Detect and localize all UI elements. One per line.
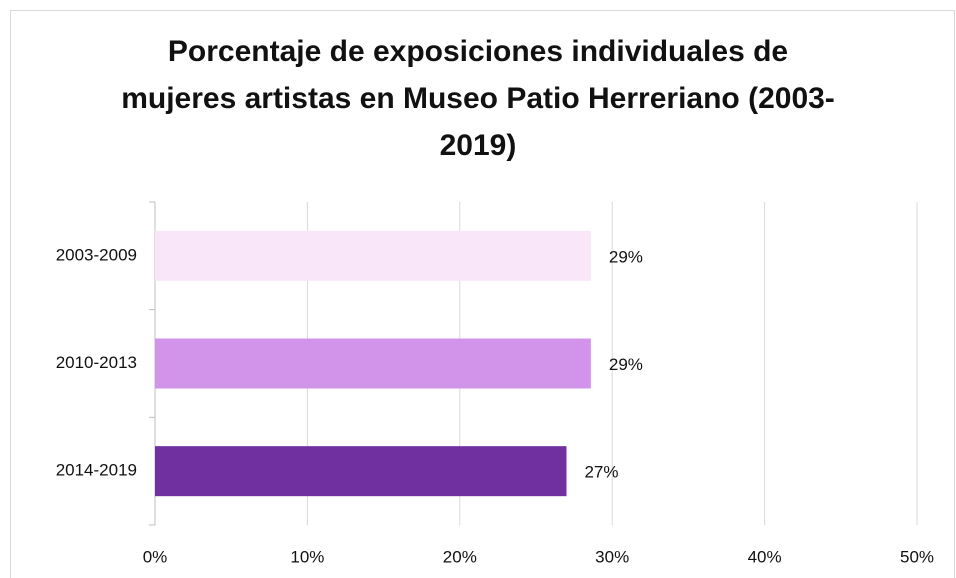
x-tick-label: 40% [748,547,782,566]
bar [155,338,591,389]
x-tick-label: 50% [900,547,934,566]
x-tick-label: 20% [443,547,477,566]
chart-border [10,10,955,578]
data-label: 27% [584,463,618,482]
data-label: 29% [609,247,643,266]
y-tick-label: 2014-2019 [56,461,137,480]
chart-title: Porcentaje de exposiciones individuales … [121,35,835,162]
bar [155,446,567,497]
x-tick-label: 0% [143,547,168,566]
y-tick-label: 2003-2009 [56,245,137,264]
bar [155,230,591,281]
x-tick-label: 10% [290,547,324,566]
x-tick-label: 30% [595,547,629,566]
data-label: 29% [609,355,643,374]
y-tick-label: 2010-2013 [56,353,137,372]
